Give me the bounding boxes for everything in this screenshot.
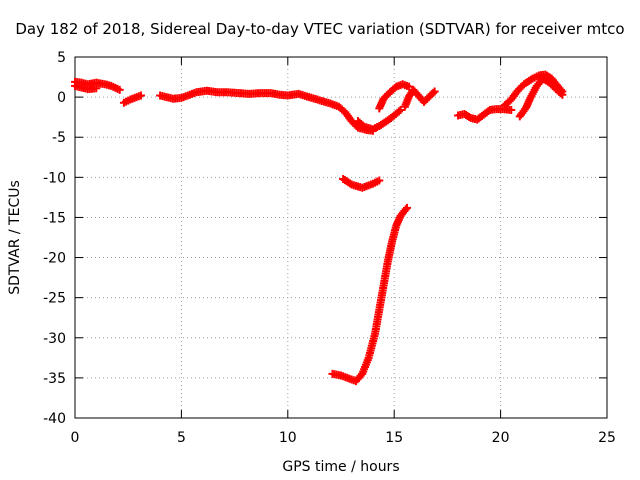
y-tick-label: -25 [43, 291, 66, 307]
series-seg3 [156, 86, 377, 135]
axis-ticks: 0 5 10 15 20 25 5 0 -5 -10 -15 -20 -25 -30 -35 -40 [43, 50, 616, 446]
x-tick-label: 20 [492, 430, 510, 446]
y-tick-label: 0 [57, 90, 66, 106]
data-point [429, 88, 438, 97]
series-seg6 [328, 203, 411, 386]
data-point [136, 91, 145, 100]
y-tick-label: -35 [43, 371, 66, 387]
x-tick-label: 0 [71, 430, 80, 446]
y-tick-label: -10 [43, 170, 66, 186]
data-point [394, 107, 403, 116]
data-point [92, 84, 101, 93]
series-seg7 [454, 105, 516, 124]
y-tick-label: -5 [52, 130, 66, 146]
x-tick-label: 5 [177, 430, 186, 446]
series-seg4b [375, 80, 414, 113]
x-tick-label: 25 [598, 430, 616, 446]
data-point [465, 112, 474, 121]
x-axis-label: GPS time / hours [282, 459, 399, 475]
series-seg8b [515, 74, 567, 121]
series-seg5 [339, 174, 384, 192]
y-axis-label: SDTVAR / TECUs [7, 180, 23, 295]
x-tick-label: 10 [279, 430, 297, 446]
data-point [401, 205, 410, 214]
data-point [396, 105, 405, 114]
chart-title: Day 182 of 2018, Sidereal Day-to-day VTE… [15, 20, 625, 38]
y-tick-label: -30 [43, 331, 66, 347]
plot-frame [74, 56, 608, 419]
series-seg1a [71, 77, 124, 94]
x-tick-label: 15 [385, 430, 403, 446]
y-tick-label: -20 [43, 251, 66, 267]
data-point [556, 89, 565, 98]
data-point [507, 105, 516, 114]
data-point [558, 90, 567, 99]
series-seg4c [400, 85, 439, 111]
data-point [405, 82, 414, 91]
y-tick-label: -40 [43, 411, 66, 427]
series-seg4a [354, 105, 405, 134]
data-point [430, 87, 439, 96]
y-tick-label: 5 [57, 50, 66, 66]
data-point [115, 85, 124, 94]
series-seg1b [71, 81, 101, 94]
data-point [375, 176, 384, 185]
series-seg2 [119, 91, 145, 107]
data-points [71, 70, 567, 386]
data-point [484, 107, 493, 116]
data-point [402, 203, 411, 212]
y-tick-label: -15 [43, 210, 66, 226]
